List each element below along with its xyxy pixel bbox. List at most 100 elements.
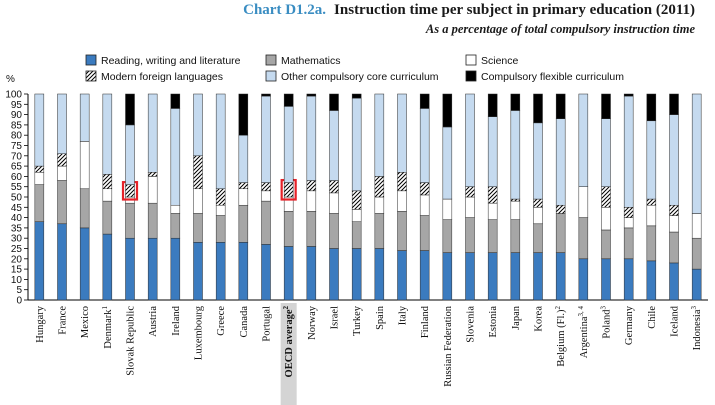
x-tick-label: Mexico <box>80 306 91 338</box>
bar-segment-reading <box>283 246 294 301</box>
bar-segment-foreign <box>465 186 475 198</box>
legend-swatch-other <box>265 70 277 82</box>
x-tick-label: Norway <box>307 305 318 340</box>
bar-segment-reading <box>170 237 181 301</box>
bar-segment-science <box>691 213 702 239</box>
x-tick-label: Indonesia3 <box>690 306 703 351</box>
bar-segment-science <box>170 204 181 214</box>
x-tick-label: Spain <box>375 305 386 330</box>
bar-group-16 <box>397 93 407 301</box>
bar-segment-math <box>125 202 135 239</box>
y-axis-label: % <box>6 74 15 85</box>
x-tick-label: Israel <box>330 306 341 329</box>
y-tick-label: 65 <box>11 162 23 173</box>
bar-segment-science <box>79 141 90 190</box>
bar-segment-reading <box>329 248 339 301</box>
bar-segment-math <box>147 202 158 239</box>
bar-segment-other <box>510 110 521 200</box>
bar-segment-foreign <box>555 204 566 214</box>
bar-group-17 <box>419 93 430 301</box>
bar-segment-other <box>578 93 589 187</box>
y-tick-label: 20 <box>11 254 23 265</box>
bar-segment-other <box>125 124 135 185</box>
bar-group-15 <box>374 93 385 301</box>
bar-segment-science <box>193 188 203 214</box>
bar-segment-flexible <box>487 93 498 117</box>
bar-segment-math <box>669 231 679 264</box>
bar-group-5 <box>147 93 158 301</box>
bar-segment-foreign <box>646 198 657 206</box>
legend: Reading, writing and literature Mathemati… <box>85 54 624 83</box>
bar-group-2 <box>79 93 90 301</box>
bar-segment-science <box>442 198 453 220</box>
bar-segment-other <box>215 93 226 190</box>
bar-segment-reading <box>79 227 90 301</box>
bar-segment-math <box>510 219 521 253</box>
bar-group-28 <box>669 93 679 301</box>
bar-segment-reading <box>487 252 498 301</box>
bar-group-20 <box>487 93 498 301</box>
bar-segment-foreign <box>351 190 362 210</box>
y-tick-label: 70 <box>11 151 23 162</box>
x-tick-label: Korea <box>534 306 545 332</box>
bar-group-21 <box>510 93 521 301</box>
legend-swatch-science <box>465 54 477 66</box>
x-tick-label: Hungary <box>35 305 46 342</box>
legend-item-flexible: Compulsory flexible curriculum <box>465 70 624 83</box>
bar-segment-math <box>578 217 589 260</box>
bar-segment-other <box>465 93 475 187</box>
bar-segment-reading <box>419 250 430 301</box>
bar-segment-science <box>261 190 271 202</box>
bar-segment-other <box>646 120 657 200</box>
y-tick-label: 60 <box>11 172 23 183</box>
bar-group-10 <box>261 93 271 301</box>
bar-segment-flexible <box>238 93 249 136</box>
bar-segment-reading <box>669 262 679 301</box>
bar-segment-reading <box>646 260 657 301</box>
bar-group-1 <box>57 93 67 301</box>
bar-segment-math <box>555 213 566 253</box>
bar-group-19 <box>465 93 475 301</box>
y-tick-label: 35 <box>11 223 23 234</box>
legend-swatch-foreign <box>85 70 97 82</box>
bar-segment-science <box>601 207 611 231</box>
legend-item-science: Science <box>465 54 519 67</box>
legend-label-reading: Reading, writing and literature <box>101 55 241 67</box>
bar-segment-science <box>419 194 430 216</box>
bar-segment-foreign <box>374 176 385 198</box>
y-tick-label: 55 <box>11 182 23 193</box>
legend-label-math: Mathematics <box>281 55 341 67</box>
bar-segment-other <box>102 93 113 175</box>
oecd-label-background <box>280 303 297 405</box>
bar-segment-foreign <box>623 207 634 218</box>
bar-segment-math <box>329 213 339 249</box>
bar-group-24 <box>578 93 589 301</box>
x-tick-label: Russian Federation <box>443 305 454 387</box>
bar-segment-other <box>306 95 317 181</box>
bar-segment-flexible <box>510 93 521 111</box>
bar-segment-reading <box>306 246 317 301</box>
bar-segment-math <box>419 215 430 251</box>
bar-segment-flexible <box>669 93 679 115</box>
bar-segment-reading <box>57 223 67 301</box>
bar-segment-math <box>193 213 203 243</box>
bar-group-3 <box>102 93 113 301</box>
bar-segment-other <box>57 93 67 154</box>
bar-segment-other <box>442 126 453 200</box>
bar-segment-reading <box>623 258 634 301</box>
bar-segment-science <box>306 190 317 212</box>
bar-segment-science <box>57 165 67 181</box>
x-tick-label: Japan <box>511 305 522 330</box>
bar-group-18 <box>442 93 453 301</box>
bar-segment-reading <box>533 252 543 301</box>
y-tick-label: 50 <box>11 193 23 204</box>
bar-segment-flexible <box>306 93 317 97</box>
bar-segment-math <box>79 188 90 229</box>
bar-group-8 <box>215 93 226 301</box>
bar-segment-science <box>623 217 634 229</box>
x-tick-label: Turkey <box>352 305 363 336</box>
bar-segment-flexible <box>283 93 294 107</box>
bar-segment-foreign <box>238 182 249 190</box>
bar-segment-flexible <box>351 93 362 99</box>
legend-label-flexible: Compulsory flexible curriculum <box>481 71 624 83</box>
